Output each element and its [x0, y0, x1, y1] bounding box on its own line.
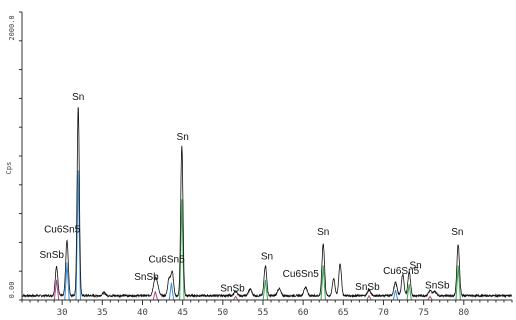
- phase-marker: [455, 265, 461, 301]
- peak-label: SnSb: [39, 250, 64, 261]
- phase-marker: [64, 262, 70, 301]
- phase-marker: [262, 279, 269, 301]
- y-ticks: 0.00 2000.0: [8, 11, 22, 301]
- phase-marker: [233, 295, 239, 301]
- peak-label: Sn: [261, 252, 273, 263]
- peak-label: Sn: [451, 227, 463, 238]
- phase-marker: [392, 289, 399, 301]
- x-tick-label: 60: [298, 308, 309, 318]
- x-tick-label: 55: [258, 308, 269, 318]
- peak-label: Cu6Sn5: [149, 255, 186, 266]
- x-tick-label: 80: [458, 308, 469, 318]
- x-tick-label: 50: [217, 308, 228, 318]
- peak-label: Sn: [317, 227, 329, 238]
- phase-marker: [406, 284, 412, 301]
- peak-annotations: SnCu6Sn5SnSbSnCu6Sn5SnSbSnSbSnCu6Sn5SnSn…: [39, 92, 463, 295]
- peak-label: Sn: [409, 260, 421, 271]
- peak-label: Cu6Sn5: [283, 269, 320, 280]
- y-tick-label: 0.00: [8, 282, 16, 299]
- peak-label: Sn: [72, 92, 84, 103]
- x-tick-label: 30: [57, 308, 68, 318]
- x-tick-label: 70: [378, 308, 389, 318]
- phase-marker: [179, 199, 185, 301]
- peak-label: SnSb: [134, 272, 159, 283]
- x-tick-label: 35: [97, 308, 108, 318]
- peak-label: Sn: [177, 132, 189, 143]
- phase-marker: [320, 265, 326, 301]
- phase-marker: [427, 295, 433, 301]
- phase-marker: [168, 282, 175, 301]
- phase-marker: [53, 279, 60, 301]
- diffraction-trace: [21, 107, 513, 299]
- phase-marker: [366, 294, 372, 301]
- x-tick-label: 40: [137, 308, 148, 318]
- phase-marker: [75, 170, 81, 301]
- x-tick-label: 45: [177, 308, 188, 318]
- y-tick-label: 2000.0: [8, 15, 16, 40]
- peak-label: SnSb: [355, 282, 380, 293]
- peak-label: Cu6Sn5: [383, 266, 420, 277]
- phase-marker: [152, 291, 159, 301]
- peak-label: Cu6Sn5: [44, 224, 81, 235]
- peak-label: SnSb: [425, 280, 450, 291]
- x-tick-label: 65: [338, 308, 349, 318]
- y-axis-title: Cps: [5, 162, 13, 175]
- x-ticks: 30 35 40 45 50 55 60 65 70 75 80: [21, 300, 513, 318]
- x-tick-label: 75: [418, 308, 429, 318]
- phase-markers: [53, 170, 461, 301]
- peak-label: SnSb: [220, 283, 245, 294]
